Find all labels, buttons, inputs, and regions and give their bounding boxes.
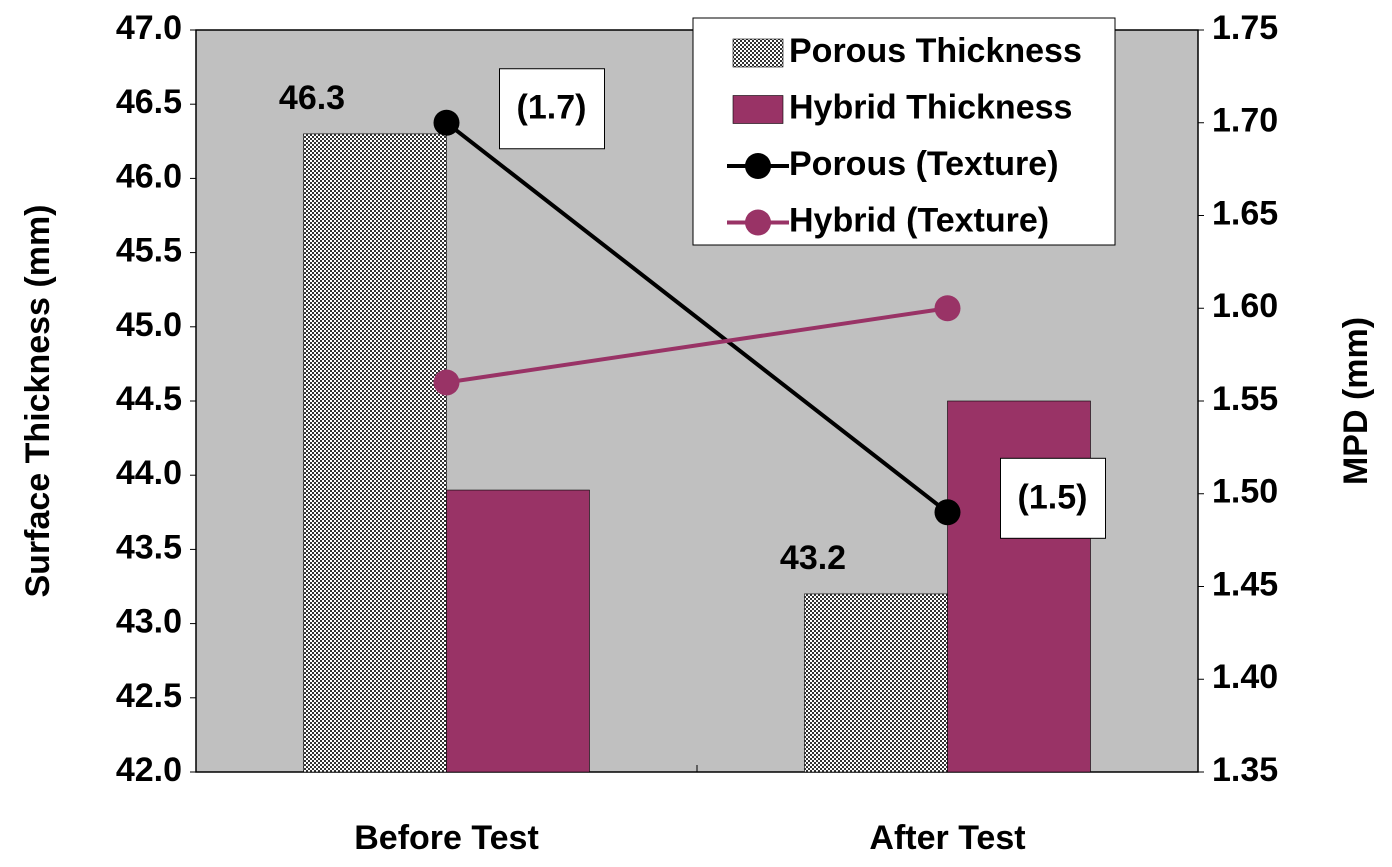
y2-tick-label: 1.50 bbox=[1212, 473, 1278, 511]
marker bbox=[433, 109, 460, 136]
y2-tick-label: 1.70 bbox=[1212, 102, 1278, 140]
bar bbox=[303, 133, 447, 773]
y-tick-label: 43.5 bbox=[116, 528, 182, 566]
y-tick-label: 44.0 bbox=[116, 454, 182, 492]
bar bbox=[947, 400, 1091, 773]
y2-tick-label: 1.45 bbox=[1212, 565, 1278, 603]
y2-tick-label: 1.65 bbox=[1212, 194, 1278, 232]
y-tick-label: 44.5 bbox=[116, 380, 182, 418]
y2-axis-title: MPD (mm) bbox=[1337, 317, 1375, 485]
legend-swatch bbox=[732, 38, 784, 68]
bar bbox=[446, 489, 590, 773]
data-label: 43.2 bbox=[780, 539, 846, 577]
y-tick-label: 45.5 bbox=[116, 232, 182, 270]
y-tick-label: 42.5 bbox=[116, 677, 182, 715]
y-tick-label: 42.0 bbox=[116, 751, 182, 789]
x-tick-label: After Test bbox=[869, 819, 1025, 857]
legend-label: Porous (Texture) bbox=[789, 145, 1059, 183]
y2-tick-label: 1.55 bbox=[1212, 380, 1278, 418]
y2-tick-label: 1.60 bbox=[1212, 287, 1278, 325]
line bbox=[446, 306, 948, 385]
y-tick-label: 46.5 bbox=[116, 83, 182, 121]
y2-tick-label: 1.75 bbox=[1212, 9, 1278, 47]
x-tick-label: Before Test bbox=[354, 819, 539, 857]
marker bbox=[934, 295, 961, 322]
y-axis-title: Surface Thickness (mm) bbox=[19, 204, 57, 597]
label-box bbox=[1000, 457, 1106, 539]
label-box bbox=[499, 68, 605, 150]
y-tick-label: 47.0 bbox=[116, 9, 182, 47]
y-tick-label: 45.0 bbox=[116, 306, 182, 344]
legend-label: Hybrid Thickness bbox=[789, 88, 1072, 126]
legend-marker bbox=[745, 209, 771, 236]
data-label: (1.7) bbox=[517, 89, 587, 127]
legend-marker bbox=[745, 153, 771, 179]
bar bbox=[804, 593, 948, 773]
y-tick-label: 46.0 bbox=[116, 157, 182, 195]
legend-swatch bbox=[732, 95, 784, 124]
y-tick-label: 43.0 bbox=[116, 603, 182, 641]
y2-tick-label: 1.40 bbox=[1212, 658, 1278, 696]
y2-tick-label: 1.35 bbox=[1212, 751, 1278, 789]
line bbox=[445, 121, 949, 514]
marker bbox=[433, 369, 460, 396]
marker bbox=[934, 499, 961, 526]
data-label: (1.5) bbox=[1018, 478, 1088, 516]
data-label: 46.3 bbox=[279, 79, 345, 117]
legend-label: Hybrid (Texture) bbox=[789, 201, 1049, 239]
legend-label: Porous Thickness bbox=[789, 32, 1082, 70]
